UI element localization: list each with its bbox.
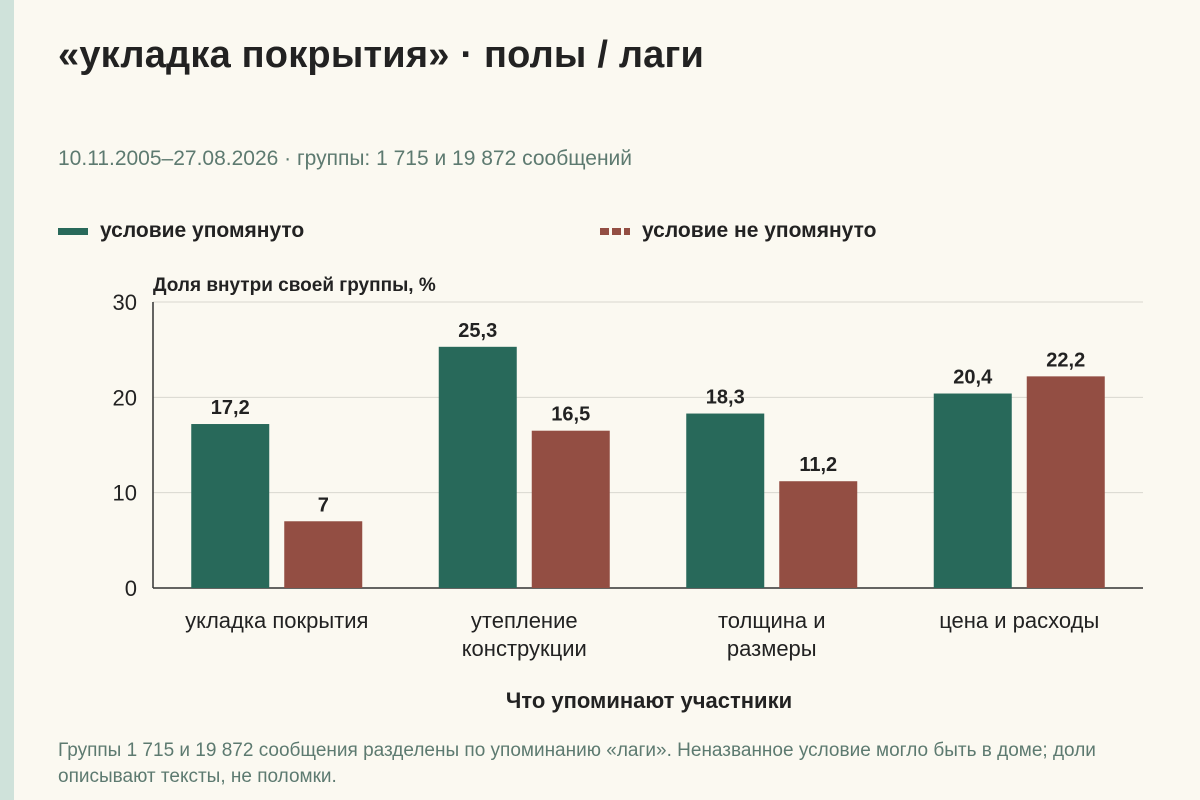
x-axis-label: Что упоминают участники [506, 688, 792, 713]
y-tick-label: 0 [125, 576, 137, 601]
bar-value-label: 22,2 [1046, 349, 1085, 371]
bar [933, 393, 1012, 588]
y-tick-label: 10 [113, 481, 137, 506]
legend-swatch-not-mentioned [600, 227, 630, 235]
y-tick-label: 30 [113, 290, 137, 315]
x-tick-label: конструкции [462, 636, 587, 661]
bar-value-label: 11,2 [799, 454, 837, 476]
legend-item-mentioned: условие упомянуто [58, 219, 304, 243]
bar [438, 346, 517, 588]
chart-subtitle: 10.11.2005–27.08.2026 · группы: 1 715 и … [58, 147, 633, 170]
bar [1026, 376, 1105, 588]
x-tick-label: укладка покрытия [185, 608, 368, 633]
bar-value-label: 17,2 [211, 397, 250, 419]
bar-value-label: 20,4 [953, 367, 993, 389]
legend-swatch-mentioned [58, 227, 88, 235]
x-tick-label: размеры [727, 636, 817, 661]
bar-value-label: 18,3 [706, 387, 745, 409]
bar [686, 413, 765, 588]
bar-value-label: 16,5 [551, 404, 590, 426]
bar-value-label: 25,3 [458, 320, 497, 342]
footnote: Группы 1 715 и 19 872 сообщения разделен… [58, 740, 1096, 787]
bar-value-label: 7 [318, 494, 329, 516]
legend-label-mentioned: условие упомянуто [100, 219, 305, 242]
x-tick-label: утепление [471, 608, 578, 633]
bar [191, 424, 270, 588]
left-edge-stripe [0, 0, 14, 800]
bar [284, 521, 363, 588]
x-tick-label: цена и расходы [939, 608, 1099, 633]
chart-title: «укладка покрытия» · полы / лаги [58, 34, 705, 76]
x-tick-label: толщина и [718, 608, 826, 633]
y-tick-label: 20 [113, 385, 137, 410]
legend-label-not-mentioned: условие не упомянуто [642, 219, 877, 242]
bar [779, 481, 858, 588]
legend-item-not-mentioned: условие не упомянуто [600, 219, 876, 243]
bar [531, 430, 610, 588]
y-axis-label: Доля внутри своей группы, % [153, 275, 436, 296]
